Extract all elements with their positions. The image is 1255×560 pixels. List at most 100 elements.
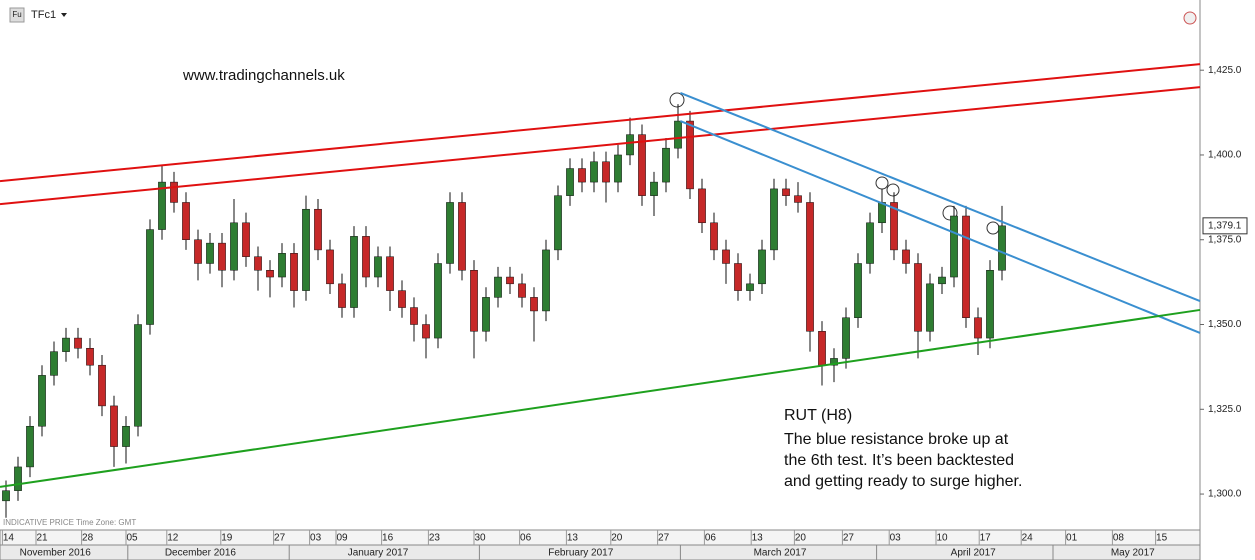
candle-body <box>590 161 598 183</box>
month-label: December 2016 <box>165 548 237 559</box>
candle-body <box>350 236 358 308</box>
x-tick-label: 13 <box>752 533 764 544</box>
candle-body <box>614 154 622 183</box>
x-tick-label: 14 <box>3 533 15 544</box>
candle-body <box>638 134 646 196</box>
candle-body <box>290 253 298 291</box>
y-tick-label: 1,350.0 <box>1208 319 1242 330</box>
month-label: November 2016 <box>20 548 92 559</box>
candle-body <box>602 161 610 183</box>
x-tick-label: 03 <box>310 533 322 544</box>
symbol[interactable]: TFc1 <box>31 9 56 21</box>
candle-body <box>878 202 886 224</box>
x-tick-label: 16 <box>382 533 394 544</box>
x-tick-label: 05 <box>126 533 138 544</box>
last-price-box <box>1202 217 1248 235</box>
candle-body <box>146 229 154 325</box>
candle-body <box>182 202 190 240</box>
x-tick-label: 20 <box>611 533 623 544</box>
badge-box <box>9 7 25 23</box>
candle-body <box>362 236 370 278</box>
month-axis <box>0 544 1201 560</box>
candle-body <box>890 202 898 251</box>
month-label: January 2017 <box>348 548 409 559</box>
x-tick-label: 27 <box>274 533 286 544</box>
symbol-dropdown[interactable] <box>61 13 67 17</box>
candles <box>2 104 1006 518</box>
candle-body <box>554 195 562 251</box>
candle-body <box>98 364 106 407</box>
watermark: www.tradingchannels.uk <box>182 67 345 84</box>
candle-body <box>722 249 730 264</box>
footer-note: INDICATIVE PRICE Time Zone: GMT <box>3 518 136 527</box>
x-tick-label: 06 <box>705 533 717 544</box>
candle-body <box>278 253 286 278</box>
candle-body <box>62 337 70 352</box>
x-tick-label: 06 <box>520 533 532 544</box>
candle-body <box>122 425 130 447</box>
x-tick-label: 24 <box>1022 533 1034 544</box>
candle-body <box>578 168 586 183</box>
x-tick-label: 28 <box>82 533 94 544</box>
candle-body <box>902 249 910 264</box>
candle-body <box>218 242 226 271</box>
x-tick-label: 27 <box>843 533 855 544</box>
candle-body <box>50 351 58 376</box>
candle-body <box>650 181 658 196</box>
candle-body <box>974 317 982 339</box>
x-tick-label: 23 <box>429 533 441 544</box>
x-tick-label: 15 <box>1156 533 1168 544</box>
candle-body <box>410 307 418 325</box>
annotation-line: the 6th test. It’s been backtested <box>784 452 1014 469</box>
x-tick-label: 17 <box>980 533 992 544</box>
x-tick-label: 20 <box>795 533 807 544</box>
candle-body <box>998 225 1006 271</box>
candle-body <box>266 270 274 278</box>
candle-body <box>758 249 766 285</box>
candle-body <box>770 188 778 251</box>
candle-body <box>746 283 754 291</box>
badge: Fu <box>12 10 21 19</box>
candle-body <box>482 297 490 332</box>
x-tick-label: 10 <box>936 533 948 544</box>
candle-body <box>170 181 178 203</box>
candle-body <box>698 188 706 224</box>
annotation-line: and getting ready to surge higher. <box>784 473 1022 490</box>
chart-icon[interactable] <box>1183 11 1197 25</box>
candle-body <box>830 358 838 366</box>
month-label: May 2017 <box>1111 548 1155 559</box>
candle-body <box>962 215 970 318</box>
date-axis <box>0 529 1201 546</box>
y-tick-label: 1,300.0 <box>1208 489 1242 500</box>
y-tick-label: 1,325.0 <box>1208 404 1242 415</box>
y-tick-label: 1,375.0 <box>1208 234 1242 245</box>
trendline <box>0 86 1201 206</box>
candle-body <box>26 425 34 468</box>
candle-body <box>986 270 994 339</box>
candle-body <box>542 249 550 312</box>
test-circle <box>886 183 900 197</box>
x-tick-label: 27 <box>658 533 670 544</box>
candle-body <box>842 317 850 359</box>
candle-body <box>938 276 946 285</box>
test-circle <box>669 92 685 108</box>
candle-body <box>674 120 682 149</box>
month-label: February 2017 <box>548 548 613 559</box>
candle-body <box>662 147 670 183</box>
candle-body <box>794 195 802 203</box>
x-tick-label: 03 <box>890 533 902 544</box>
x-tick-label: 19 <box>221 533 233 544</box>
candle-body <box>926 283 934 332</box>
candle-body <box>398 290 406 308</box>
candle-body <box>206 242 214 264</box>
x-tick-label: 01 <box>1066 533 1078 544</box>
candle-body <box>914 263 922 332</box>
candle-body <box>374 256 382 278</box>
candle-body <box>314 208 322 251</box>
candle-body <box>446 202 454 264</box>
candle-body <box>518 283 526 298</box>
candle-body <box>302 208 310 291</box>
candle-body <box>494 276 502 298</box>
